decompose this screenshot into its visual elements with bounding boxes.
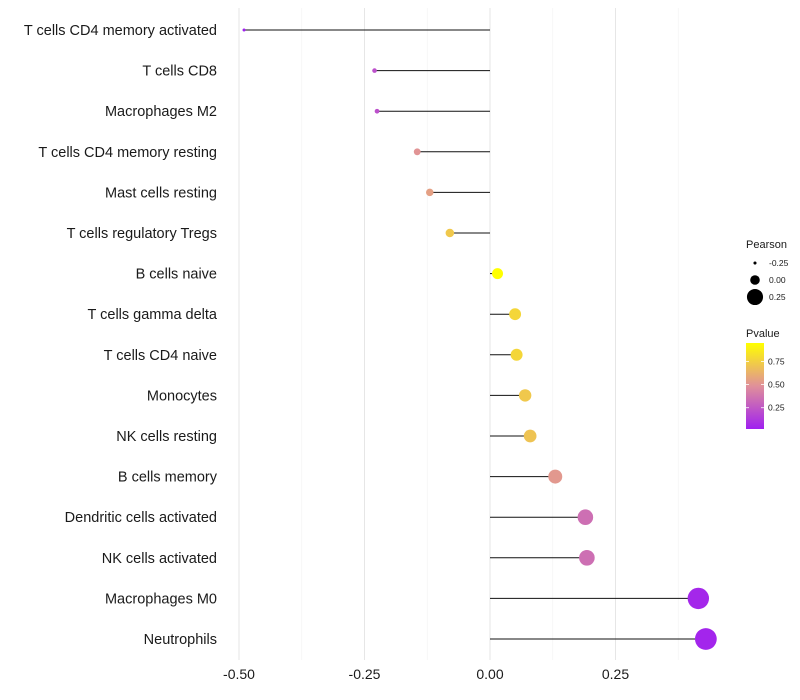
legend-size-keys: -0.25 0.00 0.25 <box>746 258 789 306</box>
legend-color-label: 0.75 <box>768 356 785 366</box>
point <box>242 28 246 32</box>
stems <box>244 29 706 640</box>
x-tick-label: -0.50 <box>223 666 255 682</box>
point <box>492 268 504 280</box>
point <box>510 348 523 361</box>
y-category-label: B cells naive <box>136 267 217 283</box>
y-category-label: T cells regulatory Tregs <box>67 226 217 242</box>
y-category-label: Neutrophils <box>144 632 217 648</box>
y-axis-labels: T cells CD4 memory activated T cells CD8 M… <box>24 23 218 648</box>
points <box>242 28 717 650</box>
legend-color-keys: 0.75 0.50 0.25 <box>746 356 785 413</box>
y-category-label: Monocytes <box>147 388 217 404</box>
point <box>518 389 532 402</box>
y-category-label: NK cells activated <box>102 551 217 567</box>
y-category-label: T cells CD4 naive <box>104 348 217 364</box>
y-category-label: B cells memory <box>118 470 218 486</box>
point <box>523 429 537 443</box>
point <box>579 549 595 566</box>
x-tick-label: 0.00 <box>476 666 503 682</box>
legend-size-label: 0.25 <box>769 292 786 302</box>
y-category-label: Dendritic cells activated <box>65 510 217 526</box>
legend-color-title: Pvalue <box>746 328 780 340</box>
legend-size-dot <box>753 261 757 265</box>
x-tick-label: 0.25 <box>602 666 629 682</box>
point <box>413 148 421 156</box>
point <box>374 108 380 114</box>
point <box>687 587 710 610</box>
point <box>509 308 522 321</box>
legend-size-dot <box>746 288 764 306</box>
legend-size-dot <box>750 275 760 285</box>
point <box>445 228 455 238</box>
legend-color-label: 0.50 <box>768 380 785 390</box>
y-category-label: Mast cells resting <box>105 185 217 201</box>
x-tick-label: -0.25 <box>349 666 381 682</box>
y-category-label: T cells CD8 <box>142 64 217 80</box>
point <box>548 469 563 484</box>
y-category-label: Macrophages M2 <box>105 104 217 120</box>
point <box>694 628 717 650</box>
point <box>577 509 594 525</box>
y-category-label: T cells CD4 memory activated <box>24 23 217 39</box>
y-category-label: Macrophages M0 <box>105 591 217 607</box>
x-axis-ticks: -0.50 -0.25 0.00 0.25 <box>223 666 629 682</box>
y-category-label: T cells gamma delta <box>88 307 218 323</box>
legend-colorbar <box>746 343 764 429</box>
y-category-label: T cells CD4 memory resting <box>38 145 217 161</box>
legend-size-label: 0.00 <box>769 275 786 285</box>
y-category-label: NK cells resting <box>116 429 217 445</box>
legend-color-label: 0.25 <box>768 403 785 413</box>
gridlines <box>238 8 679 660</box>
legend-size-title: Pearson <box>746 239 787 251</box>
legend-size-label: -0.25 <box>769 258 789 268</box>
legend: Pearson -0.25 0.00 0.25 Pvalue 0.75 0.50 0.2… <box>746 239 789 429</box>
point <box>372 68 377 73</box>
point <box>426 188 434 197</box>
